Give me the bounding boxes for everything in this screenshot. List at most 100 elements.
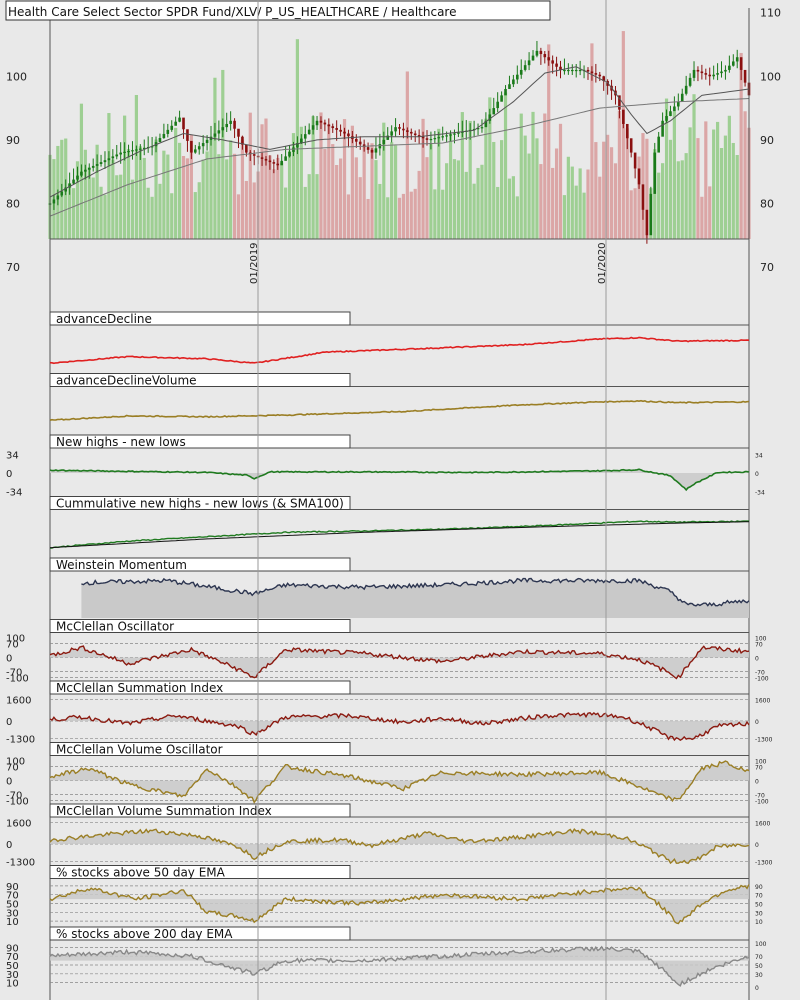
panel-title: % stocks above 50 day EMA xyxy=(56,866,226,880)
candle-body xyxy=(135,149,138,151)
series-fill xyxy=(81,578,749,618)
candle-body xyxy=(76,175,79,180)
volume-bar xyxy=(562,195,567,239)
volume-bar xyxy=(484,118,488,239)
volume-bar xyxy=(551,167,555,239)
volume-bar xyxy=(468,120,472,239)
indicator-panel: McClellan Summation Index 1600 0 -1300 1600 0… xyxy=(6,680,773,745)
series-line xyxy=(49,760,750,804)
panel-left-tick: 90 xyxy=(6,882,19,893)
series-line xyxy=(49,884,750,925)
volume-bar xyxy=(374,160,378,239)
volume-bar xyxy=(417,170,421,239)
volume-bar xyxy=(719,148,724,239)
price-left-tick: 90 xyxy=(6,134,20,147)
candle-body xyxy=(103,160,107,163)
volume-bar xyxy=(197,182,201,239)
volume-bar xyxy=(661,163,665,239)
volume-bar xyxy=(460,112,464,239)
volume-bar xyxy=(692,94,696,239)
volume-bar xyxy=(637,156,641,239)
candle-body xyxy=(618,95,621,110)
volume-bar xyxy=(500,140,504,239)
candle-body xyxy=(323,122,327,125)
candle-body xyxy=(95,164,99,166)
candle-body xyxy=(429,138,433,141)
volume-bar xyxy=(99,186,103,239)
volume-bar xyxy=(609,147,614,239)
volume-bar xyxy=(574,185,578,239)
volume-bar xyxy=(680,160,684,239)
volume-bar xyxy=(134,94,138,240)
candle-body xyxy=(339,129,342,132)
candle-body xyxy=(233,120,236,129)
panel-right-tick: 0 xyxy=(755,656,759,663)
panel-left-tick: 10 xyxy=(6,979,19,990)
panel-right-tick: 0 xyxy=(755,719,759,726)
candle-body xyxy=(300,138,303,144)
volume-bar xyxy=(126,149,131,239)
candle-body xyxy=(347,133,350,137)
candle-body xyxy=(735,57,739,62)
panel-right-tick: 10 xyxy=(755,919,763,926)
volume-bar xyxy=(723,135,728,239)
panel-left-tick: 100 xyxy=(6,757,25,768)
candle-body xyxy=(190,140,193,153)
candle-body xyxy=(704,73,708,75)
volume-bar xyxy=(664,98,669,239)
panel-title-box xyxy=(49,680,351,695)
panel-title: McClellan Oscillator xyxy=(56,620,174,634)
candle-body xyxy=(225,123,229,128)
candle-body xyxy=(417,135,421,137)
panel-right-tick: 100 xyxy=(755,636,767,643)
panel-left-tick: -100 xyxy=(6,797,29,808)
candle-body xyxy=(590,71,594,74)
candle-body xyxy=(453,133,456,135)
panel-title: McClellan Volume Summation Index xyxy=(56,804,272,818)
candle-body xyxy=(123,151,126,153)
panel-right-tick: -1300 xyxy=(755,859,773,866)
panel-left-tick: 50 xyxy=(6,900,19,911)
panel-right-tick: -1300 xyxy=(755,736,773,743)
candle-body xyxy=(52,199,56,204)
candle-body xyxy=(221,127,225,131)
series-fill xyxy=(50,712,749,741)
volume-bar xyxy=(531,111,535,239)
volume-bar xyxy=(543,113,547,239)
volume-bar xyxy=(590,43,594,239)
volume-bar xyxy=(653,149,657,239)
volume-bar xyxy=(558,123,563,239)
candle-body xyxy=(56,195,60,200)
series-line xyxy=(81,577,750,607)
candle-body xyxy=(680,93,684,102)
panel-right-tick: 100 xyxy=(755,941,767,948)
panel-left-tick: 0 xyxy=(6,469,12,480)
series-fill xyxy=(50,829,749,864)
volume-bar xyxy=(519,113,523,239)
candle-body xyxy=(193,149,197,153)
candle-body xyxy=(476,128,480,130)
volume-bar xyxy=(511,176,515,239)
volume-bar xyxy=(268,155,272,239)
candle-body xyxy=(574,69,578,72)
panel-left-tick: -100 xyxy=(6,674,29,685)
indicator-panel: Cummulative new highs - new lows (& SMA1… xyxy=(49,496,750,549)
volume-bar xyxy=(425,157,429,239)
candle-body xyxy=(166,129,170,134)
volume-bar xyxy=(154,139,158,239)
volume-bar xyxy=(217,154,221,239)
candle-body xyxy=(142,147,146,150)
candle-body xyxy=(99,162,103,165)
volume-bar xyxy=(401,193,406,239)
volume-bar xyxy=(566,156,570,239)
panel-left-tick: 70 xyxy=(6,763,19,774)
volume-bar xyxy=(507,178,512,239)
candle-body xyxy=(728,65,731,70)
price-right-tick: 100 xyxy=(760,70,781,83)
candle-body xyxy=(673,106,676,112)
candle-body xyxy=(319,120,323,123)
panel-title: Weinstein Momentum xyxy=(56,558,187,572)
indicator-panel: advanceDecline xyxy=(49,311,750,365)
volume-bar xyxy=(248,112,252,239)
volume-bar xyxy=(613,163,618,239)
